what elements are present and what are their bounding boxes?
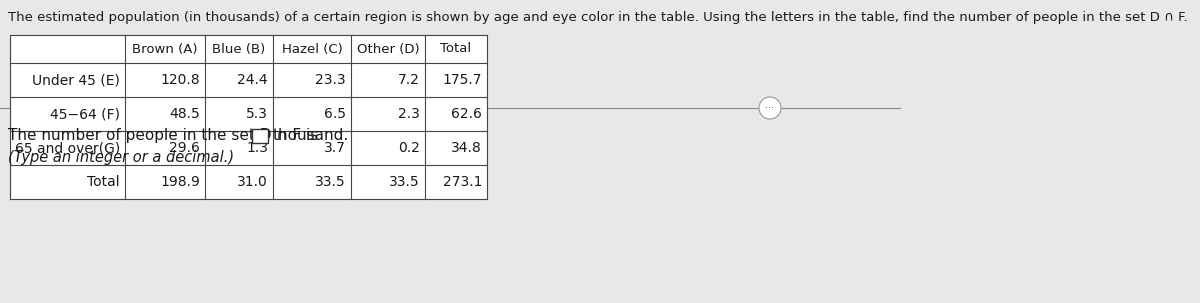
Bar [425,35,487,63]
Text: 6.5: 6.5 [324,107,346,121]
Circle shape [760,97,781,119]
Text: 198.9: 198.9 [160,175,200,189]
Text: 273.1: 273.1 [443,175,482,189]
Text: The number of people in the set D ∩ F is: The number of people in the set D ∩ F is [8,128,318,143]
Text: Brown (A): Brown (A) [132,42,198,55]
Text: 33.5: 33.5 [316,175,346,189]
Text: thousand.: thousand. [274,128,349,143]
Text: Blue (B): Blue (B) [212,42,265,55]
Bar [205,131,274,165]
Text: Total: Total [88,175,120,189]
Text: Other (D): Other (D) [356,42,419,55]
Bar [10,97,125,131]
Text: 1.3: 1.3 [246,141,268,155]
Bar [125,35,205,63]
Bar [10,63,125,97]
Text: 24.4: 24.4 [238,73,268,87]
Text: 120.8: 120.8 [161,73,200,87]
Text: (Type an integer or a decimal.): (Type an integer or a decimal.) [8,150,234,165]
Bar [205,35,274,63]
Bar [10,165,125,199]
Text: 65 and over(G): 65 and over(G) [14,141,120,155]
Text: 31.0: 31.0 [238,175,268,189]
Bar [274,131,352,165]
Text: Hazel (C): Hazel (C) [282,42,342,55]
Text: 0.2: 0.2 [398,141,420,155]
Bar [352,165,425,199]
Text: 7.2: 7.2 [398,73,420,87]
Text: 23.3: 23.3 [316,73,346,87]
Bar [352,97,425,131]
Bar [125,63,205,97]
Bar [125,165,205,199]
Bar [205,63,274,97]
Bar [205,165,274,199]
Bar [274,63,352,97]
Bar [10,35,125,63]
Bar [425,97,487,131]
Text: 48.5: 48.5 [169,107,200,121]
Bar [125,131,205,165]
Bar [252,129,268,143]
Bar [274,35,352,63]
Text: 45−64 (F): 45−64 (F) [50,107,120,121]
Text: 5.3: 5.3 [246,107,268,121]
Text: 33.5: 33.5 [389,175,420,189]
Text: ···: ··· [766,103,774,113]
Bar [274,97,352,131]
Bar [10,131,125,165]
Bar [205,97,274,131]
Bar [425,131,487,165]
Bar [274,165,352,199]
Text: 34.8: 34.8 [451,141,482,155]
Text: 3.7: 3.7 [324,141,346,155]
Bar [352,131,425,165]
Text: Total: Total [440,42,472,55]
Bar [352,35,425,63]
Text: 62.6: 62.6 [451,107,482,121]
Bar [425,63,487,97]
Text: 2.3: 2.3 [398,107,420,121]
Bar [352,63,425,97]
Bar [425,165,487,199]
Text: 175.7: 175.7 [443,73,482,87]
Bar [125,97,205,131]
Text: Under 45 (E): Under 45 (E) [32,73,120,87]
Text: The estimated population (in thousands) of a certain region is shown by age and : The estimated population (in thousands) … [8,11,1188,24]
Text: 29.6: 29.6 [169,141,200,155]
